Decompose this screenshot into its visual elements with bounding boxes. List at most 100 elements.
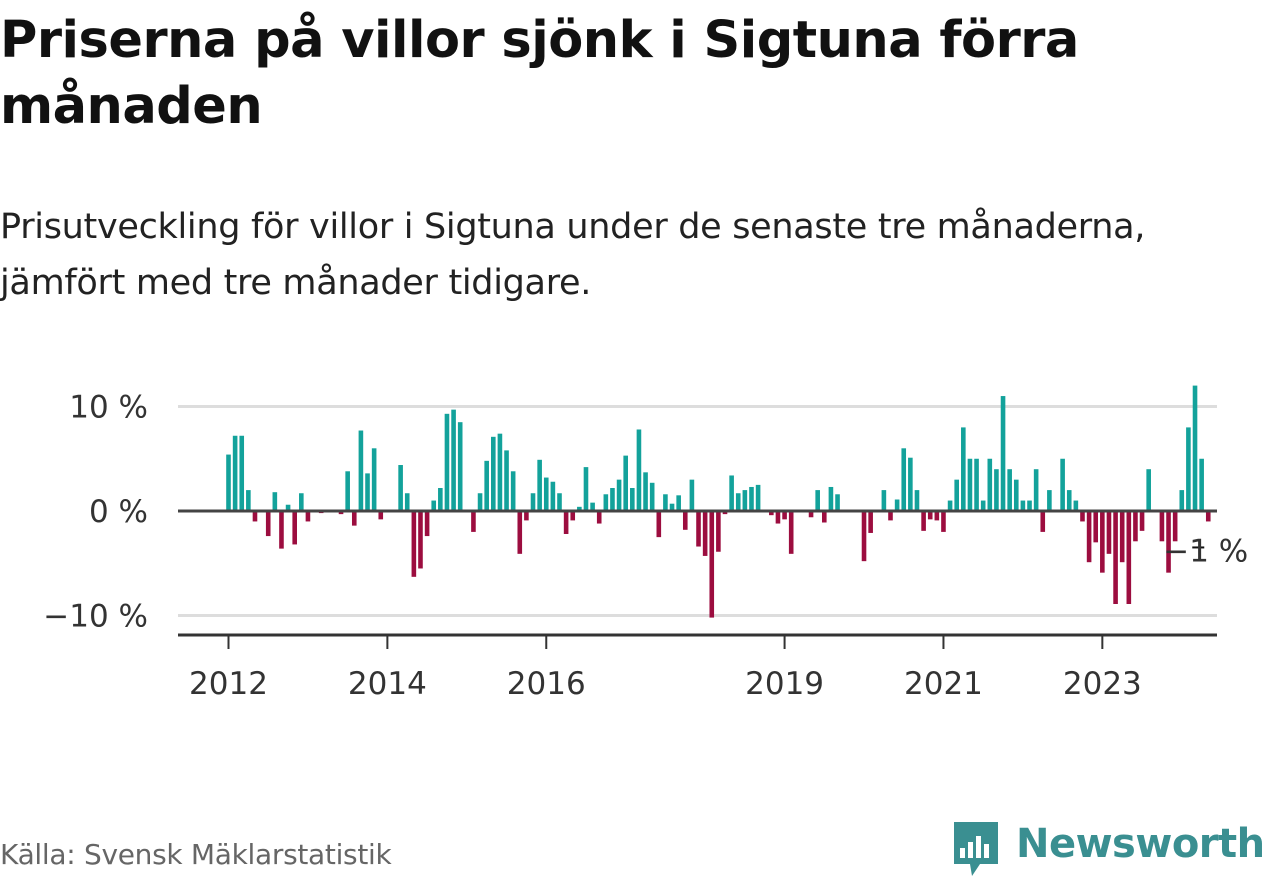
bar-chart: 10 % 0 % −10 % 2012 2014 2016 2019 2021 2023 −1… — [43, 385, 1248, 702]
bar — [557, 493, 562, 511]
bar — [974, 458, 979, 511]
bar — [967, 458, 973, 511]
bar — [530, 493, 536, 511]
bar — [246, 490, 251, 511]
bar — [338, 511, 344, 515]
bar — [676, 495, 681, 511]
bar — [828, 486, 834, 511]
bar — [1020, 500, 1026, 511]
bar — [980, 500, 986, 511]
bar — [1166, 511, 1171, 573]
bar — [689, 479, 695, 511]
bar — [947, 500, 953, 511]
bar — [272, 492, 278, 511]
bar — [1192, 385, 1198, 511]
bar — [630, 488, 635, 511]
bar — [398, 465, 403, 511]
bar — [610, 488, 615, 511]
bar — [537, 459, 542, 511]
bar — [888, 511, 893, 521]
bar — [504, 450, 509, 511]
bar — [782, 511, 787, 520]
bar — [563, 511, 569, 534]
brand-logo[interactable]: Newsworthy — [950, 818, 1262, 880]
bar — [941, 511, 946, 532]
bar — [378, 511, 384, 520]
bar — [570, 511, 576, 521]
x-axis-ticks: 2012 2014 2016 2019 2021 2023 — [189, 635, 1142, 702]
bar — [583, 467, 589, 511]
bar — [418, 511, 423, 569]
bar — [1113, 511, 1118, 604]
bar — [239, 435, 245, 511]
bar — [252, 511, 258, 522]
bar — [709, 511, 715, 618]
x-tick-label: 2012 — [189, 666, 268, 702]
bar — [1179, 490, 1185, 511]
bar — [663, 494, 668, 511]
bar — [451, 409, 456, 511]
bar — [1146, 469, 1151, 511]
bar — [901, 448, 907, 511]
y-tick-label: 0 % — [89, 494, 148, 530]
bar — [484, 460, 489, 511]
bar — [1000, 396, 1006, 511]
x-tick-label: 2014 — [348, 666, 427, 702]
y-tick-label: −10 % — [43, 599, 148, 635]
bar — [438, 488, 443, 511]
bar — [1080, 511, 1085, 522]
bar — [371, 448, 377, 511]
bar — [1106, 511, 1112, 554]
bar — [1186, 427, 1191, 511]
bar — [543, 477, 549, 511]
bar — [1093, 511, 1099, 543]
bar — [1172, 511, 1178, 542]
bar — [682, 511, 688, 530]
bar — [1133, 511, 1138, 542]
bar — [1040, 511, 1046, 532]
bar — [305, 511, 311, 522]
bar — [1047, 490, 1052, 511]
y-axis-ticks: 10 % 0 % −10 % — [43, 390, 148, 635]
bar — [735, 493, 741, 511]
bar — [510, 471, 516, 511]
bar — [411, 511, 417, 577]
bar — [550, 481, 556, 511]
bar — [358, 430, 364, 511]
bar — [232, 435, 238, 511]
bar — [987, 458, 993, 511]
bars — [226, 385, 1211, 618]
bar — [345, 471, 350, 511]
bar — [351, 511, 357, 526]
x-tick-label: 2021 — [904, 666, 983, 702]
bar — [1013, 479, 1019, 511]
bar — [914, 490, 920, 511]
bar — [636, 429, 642, 511]
bar — [696, 511, 701, 547]
bar — [444, 413, 450, 511]
bar — [616, 479, 622, 511]
chart-title: Priserna på villor sjönk i Sigtuna förra… — [0, 11, 1079, 136]
bar — [643, 472, 648, 511]
bar — [769, 511, 774, 516]
bar — [749, 486, 754, 511]
bar — [775, 511, 781, 524]
bar — [1139, 511, 1145, 531]
bar — [603, 494, 609, 511]
bar — [815, 490, 820, 511]
bar — [517, 511, 523, 554]
brand-name: Newsworthy — [1016, 821, 1262, 867]
x-tick-label: 2023 — [1063, 666, 1142, 702]
bar — [577, 506, 582, 511]
newsworthy-logo-icon — [954, 822, 998, 876]
bar — [954, 479, 959, 511]
bar — [524, 511, 529, 521]
bar — [835, 494, 840, 511]
bar — [861, 511, 867, 562]
bar — [1159, 511, 1165, 542]
bar — [1007, 469, 1012, 511]
bar — [934, 511, 940, 521]
bar — [1205, 511, 1211, 522]
bar — [755, 484, 761, 512]
bar — [908, 457, 913, 511]
